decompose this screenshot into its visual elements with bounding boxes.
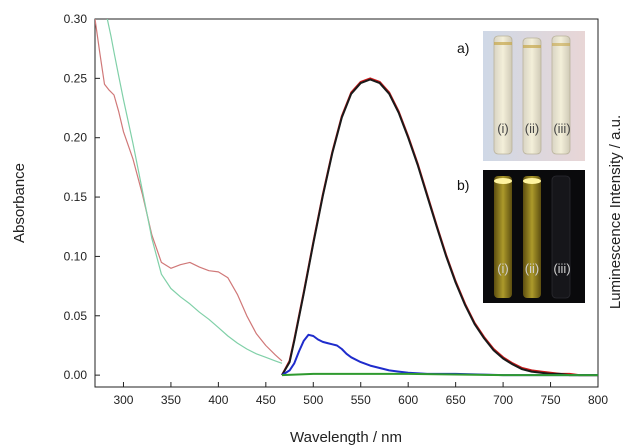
inset-b-label-ii: (ii) [525,261,539,276]
x-axis-title: Wavelength / nm [290,429,402,446]
y-tick-label: 0.15 [64,190,88,204]
x-tick-label: 550 [351,393,371,407]
inset-b-vials [494,175,571,299]
y-axis-title: Absorbance [11,163,28,243]
x-axis-ticks: 300 350 400 450 500 550 600 650 700 750 800 [113,382,608,407]
x-tick-label: 750 [541,393,561,407]
x-tick-label: 450 [256,393,276,407]
absorbance-line-1 [106,19,283,364]
y-axis-ticks: 0.00 0.05 0.10 0.15 0.20 0.25 0.30 [64,12,100,382]
inset-b-tag: b) [457,177,469,193]
y2-axis-title: Luminescence Intensity / a.u. [607,115,624,309]
y-tick-label: 0.00 [64,368,88,382]
y-tick-label: 0.30 [64,12,88,26]
x-tick-label: 800 [588,393,608,407]
inset-b-label-iii: (iii) [553,261,570,276]
y-tick-label: 0.05 [64,309,88,323]
absorbance-line-0 [95,19,283,362]
x-tick-label: 700 [493,393,513,407]
spectra-series [95,19,598,377]
x-tick-label: 300 [113,393,133,407]
inset-a-vials [493,35,571,155]
y-tick-label: 0.20 [64,131,88,145]
emission-line-5 [281,372,598,377]
inset-a: a) (i) (ii) (iii) [457,31,585,161]
inset-a-label-ii: (ii) [525,121,539,136]
inset-b-label-i: (i) [497,261,509,276]
y-tick-label: 0.10 [64,249,88,263]
x-tick-label: 500 [303,393,323,407]
y-tick-label: 0.25 [64,71,88,85]
inset-a-label-iii: (iii) [553,121,570,136]
plot-frame [94,18,599,388]
x-tick-label: 350 [161,393,181,407]
emission-line-4 [281,333,598,377]
x-tick-label: 400 [208,393,228,407]
inset-a-label-i: (i) [497,121,509,136]
x-tick-label: 600 [398,393,418,407]
inset-b: b) (i) (ii) (iii) [457,170,585,303]
inset-a-tag: a) [457,40,469,56]
emission-line-3 [281,78,598,377]
x-tick-label: 650 [446,393,466,407]
